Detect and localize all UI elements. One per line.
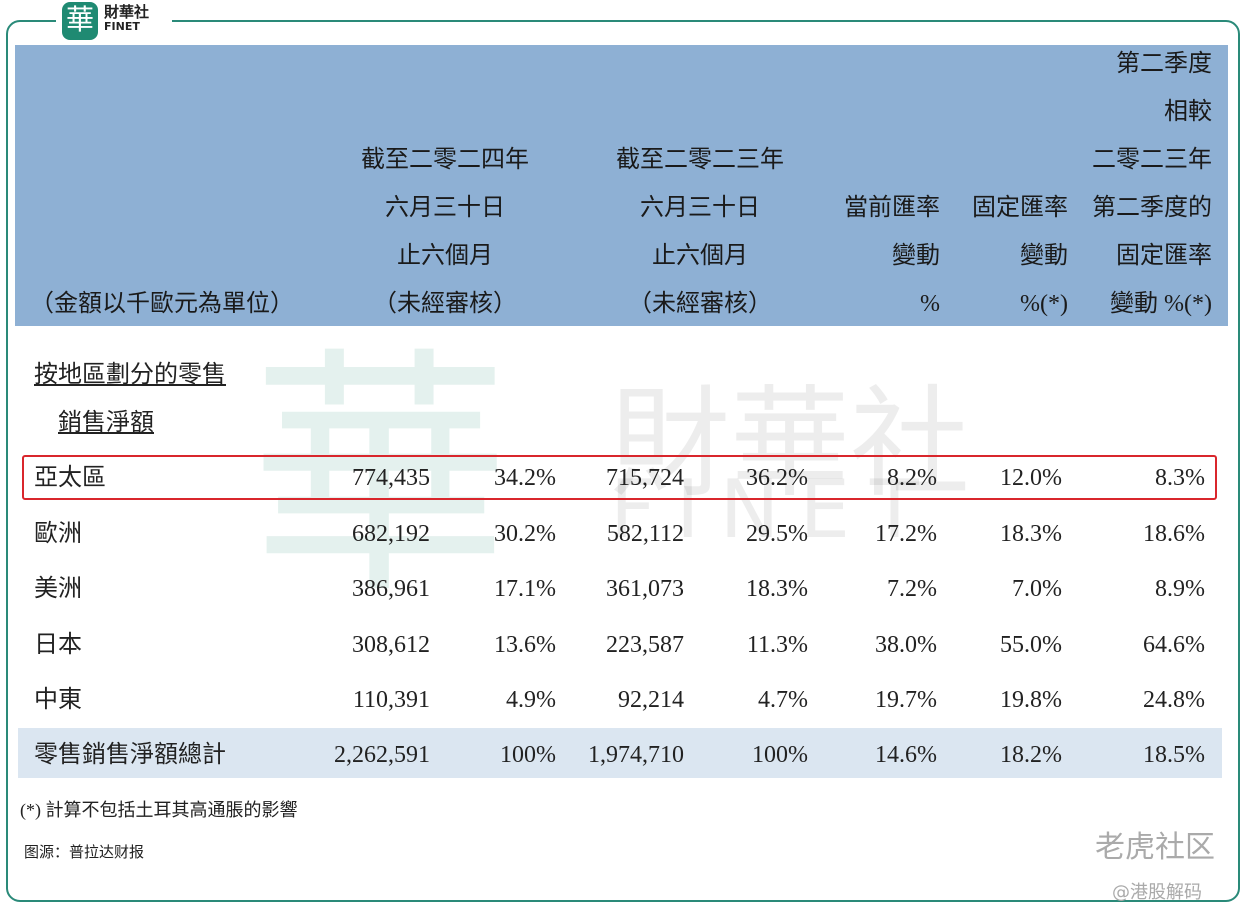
row-cell: 18.3%: [746, 576, 808, 602]
frame: [6, 20, 1240, 902]
header-text: 相較: [1164, 99, 1212, 125]
total-cell: 100%: [752, 742, 808, 768]
header-text: 六月三十日: [640, 195, 760, 221]
header-text: 截至二零二三年: [616, 147, 784, 173]
row-label: 歐洲: [34, 520, 82, 547]
header-text: %(*): [1020, 291, 1068, 317]
watermark-name: 財華社: [610, 375, 970, 514]
row-cell: 223,587: [606, 631, 684, 658]
row-cell: 29.5%: [746, 520, 808, 547]
row-cell: 8.2%: [887, 465, 937, 491]
header-text: 截至二零二四年: [361, 147, 529, 173]
total-cell: 18.5%: [1143, 742, 1205, 768]
logo-latin: FINET: [104, 20, 140, 33]
row-label: 美洲: [34, 576, 82, 602]
row-cell: 8.3%: [1155, 465, 1205, 491]
header-text: %: [920, 291, 940, 317]
row-cell: 17.2%: [875, 520, 937, 547]
logo-name: 財華社: [104, 3, 150, 21]
total-cell: 2,262,591: [334, 742, 430, 768]
header-text: 止六個月: [652, 243, 748, 269]
row-cell: 715,724: [606, 465, 684, 491]
header-text: 固定匯率: [972, 195, 1068, 221]
row-cell: 18.6%: [1143, 520, 1205, 547]
credit-site: 老虎社区: [1095, 830, 1215, 865]
header-text: 固定匯率: [1116, 243, 1212, 269]
row-cell: 308,612: [352, 631, 430, 658]
row-cell: 4.7%: [758, 687, 808, 713]
total-label: 零售銷售淨額總計: [34, 742, 226, 768]
total-band: [18, 728, 1222, 778]
row-cell: 30.2%: [494, 520, 556, 547]
section-label: 銷售淨額: [58, 410, 154, 436]
row-cell: 582,112: [606, 520, 684, 547]
source: 图源：普拉达财报: [24, 843, 145, 861]
header-text: 六月三十日: [385, 195, 505, 221]
row-cell: 682,192: [352, 520, 430, 547]
row-cell: 17.1%: [494, 576, 556, 602]
row-label: 日本: [34, 631, 82, 658]
row-cell: 8.9%: [1155, 576, 1205, 602]
row-cell: 110,391: [352, 687, 430, 713]
logo-mark: 華: [62, 2, 98, 40]
row-cell: 774,435: [352, 465, 430, 491]
total-cell: 18.2%: [1000, 742, 1062, 768]
row-label: 亞太區: [34, 465, 106, 491]
row-cell: 64.6%: [1143, 631, 1205, 658]
header-text: 變動: [892, 243, 940, 269]
row-cell: 19.7%: [875, 687, 937, 713]
header-text: 第二季度: [1116, 51, 1212, 77]
row-cell: 361,073: [606, 576, 684, 602]
row-cell: 12.0%: [1000, 465, 1062, 491]
row-cell: 24.8%: [1143, 687, 1205, 713]
row-label: 中東: [34, 687, 82, 713]
header-text: （未經審核）: [373, 291, 517, 317]
watermark-latin: FINET: [610, 463, 939, 556]
credit-author: @港股解码: [1112, 882, 1202, 903]
row-cell: 34.2%: [494, 465, 556, 491]
total-cell: 100%: [500, 742, 556, 768]
row-cell: 7.2%: [887, 576, 937, 602]
footnote: (*) 計算不包括土耳其高通脹的影響: [20, 800, 298, 820]
header-text: 變動: [1020, 243, 1068, 269]
header-text: （未經審核）: [628, 291, 772, 317]
row-cell: 18.3%: [1000, 520, 1062, 547]
header-text: 二零二三年: [1092, 147, 1212, 173]
row-cell: 7.0%: [1012, 576, 1062, 602]
total-cell: 1,974,710: [588, 742, 684, 768]
row-cell: 36.2%: [746, 465, 808, 491]
row-cell: 11.3%: [746, 631, 808, 658]
row-cell: 19.8%: [1000, 687, 1062, 713]
row-cell: 92,214: [618, 687, 684, 713]
header-text: 變動 %(*): [1110, 291, 1212, 317]
header-text: 第二季度的: [1092, 195, 1212, 221]
header-text: 止六個月: [397, 243, 493, 269]
row-cell: 386,961: [352, 576, 430, 602]
row-cell: 13.6%: [494, 631, 556, 658]
row-cell: 38.0%: [875, 631, 937, 658]
header-text: 當前匯率: [844, 195, 940, 221]
row-cell: 4.9%: [506, 687, 556, 713]
highlight-box: [22, 455, 1217, 500]
watermark-mark: 華: [250, 336, 510, 624]
header-text: （金額以千歐元為單位）: [30, 291, 294, 317]
section-label: 按地區劃分的零售: [34, 362, 226, 388]
row-cell: 55.0%: [1000, 631, 1062, 658]
total-cell: 14.6%: [875, 742, 937, 768]
header-band: [15, 45, 1228, 326]
